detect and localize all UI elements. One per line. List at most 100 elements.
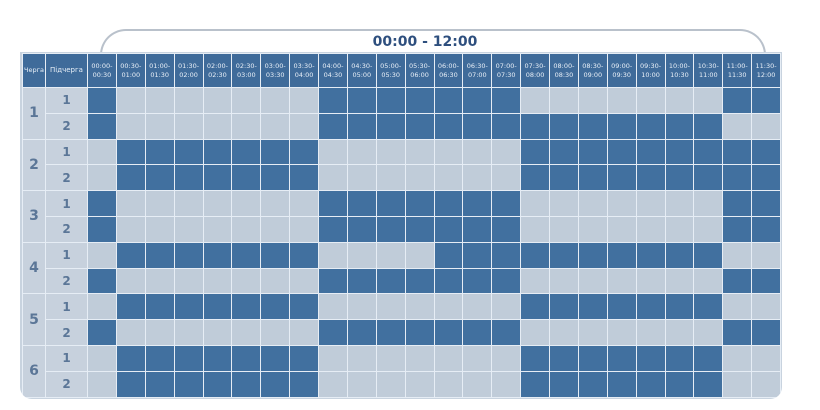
slot-cell-power-on [289, 319, 319, 346]
slot-cell-outage [635, 164, 666, 192]
slot-cell-power-on [87, 293, 117, 321]
slot-cell-power-on [462, 164, 493, 192]
slot-cell-outage [173, 164, 204, 192]
slot-cell-power-on [346, 138, 377, 166]
slot-cell-power-on [693, 319, 724, 346]
header-slot: 04:30-05:00 [346, 53, 377, 88]
slot-cell-power-on [549, 215, 579, 243]
slot-cell-outage [404, 87, 435, 114]
slot-cell-outage [520, 293, 550, 321]
slot-cell-outage [491, 267, 522, 295]
slot-cell-outage [144, 241, 175, 269]
slot-cell-outage [664, 344, 695, 372]
slot-cell-outage [462, 112, 493, 140]
slot-cell-power-on [144, 87, 175, 114]
slot-cell-power-on [751, 112, 781, 140]
slot-cell-outage [664, 164, 695, 192]
slot-cell-power-on [635, 87, 666, 114]
slot-cell-power-on [404, 370, 435, 398]
slot-cell-outage [606, 370, 637, 398]
slot-cell-outage [549, 344, 579, 372]
slot-cell-outage [115, 293, 146, 321]
slot-cell-outage [664, 293, 695, 321]
slot-cell-outage [433, 215, 464, 243]
slot-cell-power-on [231, 267, 262, 295]
slot-cell-power-on [693, 190, 724, 217]
slot-cell-outage [462, 87, 493, 114]
slot-cell-outage [433, 267, 464, 295]
slot-cell-power-on [202, 319, 233, 346]
queue-label: 1 [22, 87, 46, 140]
header-slot: 00:00-00:30 [87, 53, 117, 88]
slot-cell-outage [318, 215, 348, 243]
slot-cell-power-on [202, 215, 233, 243]
header-slot: 08:00-08:30 [549, 53, 579, 88]
slot-cell-power-on [115, 267, 146, 295]
slot-cell-power-on [231, 112, 262, 140]
slot-cell-outage [722, 319, 753, 346]
slot-cell-outage [144, 370, 175, 398]
slot-cell-outage [375, 112, 406, 140]
header-slot: 01:30-02:00 [173, 53, 204, 88]
slot-cell-power-on [549, 267, 579, 295]
slot-cell-power-on [606, 319, 637, 346]
slot-cell-power-on [664, 190, 695, 217]
slot-cell-outage [346, 267, 377, 295]
slot-cell-outage [375, 87, 406, 114]
slot-cell-power-on [260, 112, 291, 140]
header-queue: Черга [22, 53, 46, 88]
slot-cell-power-on [664, 87, 695, 114]
slot-cell-power-on [433, 138, 464, 166]
slot-cell-outage [693, 293, 724, 321]
slot-cell-outage [549, 138, 579, 166]
slot-cell-outage [491, 319, 522, 346]
slot-cell-power-on [375, 344, 406, 372]
slot-cell-outage [664, 241, 695, 269]
slot-cell-outage [751, 190, 781, 217]
slot-cell-outage [202, 164, 233, 192]
slot-cell-power-on [577, 267, 608, 295]
header-slot: 04:00-04:30 [318, 53, 348, 88]
slot-cell-power-on [462, 370, 493, 398]
slot-cell-outage [577, 164, 608, 192]
header-slot: 03:30-04:00 [289, 53, 319, 88]
header-subqueue: Підчерга [45, 53, 88, 88]
subqueue-label: 1 [45, 293, 88, 321]
slot-cell-outage [693, 112, 724, 140]
slot-cell-outage [722, 164, 753, 192]
slot-cell-outage [549, 112, 579, 140]
slot-cell-power-on [173, 112, 204, 140]
slot-cell-power-on [346, 344, 377, 372]
slot-cell-power-on [375, 241, 406, 269]
slot-cell-outage [404, 215, 435, 243]
slot-cell-power-on [289, 190, 319, 217]
slot-cell-outage [722, 87, 753, 114]
slot-cell-power-on [202, 190, 233, 217]
slot-cell-outage [346, 215, 377, 243]
queue-label: 3 [22, 190, 46, 243]
slot-cell-outage [404, 267, 435, 295]
slot-cell-power-on [549, 87, 579, 114]
slot-cell-outage [346, 319, 377, 346]
slot-cell-power-on [260, 87, 291, 114]
slot-cell-outage [751, 164, 781, 192]
slot-cell-outage [231, 293, 262, 321]
slot-cell-outage [635, 112, 666, 140]
slot-cell-outage [693, 370, 724, 398]
header-slot: 03:00-03:30 [260, 53, 291, 88]
slot-cell-outage [173, 241, 204, 269]
subqueue-label: 2 [45, 164, 88, 192]
slot-cell-power-on [664, 215, 695, 243]
slot-cell-power-on [606, 190, 637, 217]
slot-cell-power-on [115, 319, 146, 346]
slot-cell-power-on [346, 241, 377, 269]
slot-cell-power-on [231, 319, 262, 346]
slot-cell-power-on [260, 215, 291, 243]
slot-cell-outage [115, 344, 146, 372]
slot-cell-power-on [751, 370, 781, 398]
slot-cell-power-on [491, 164, 522, 192]
slot-cell-power-on [577, 319, 608, 346]
